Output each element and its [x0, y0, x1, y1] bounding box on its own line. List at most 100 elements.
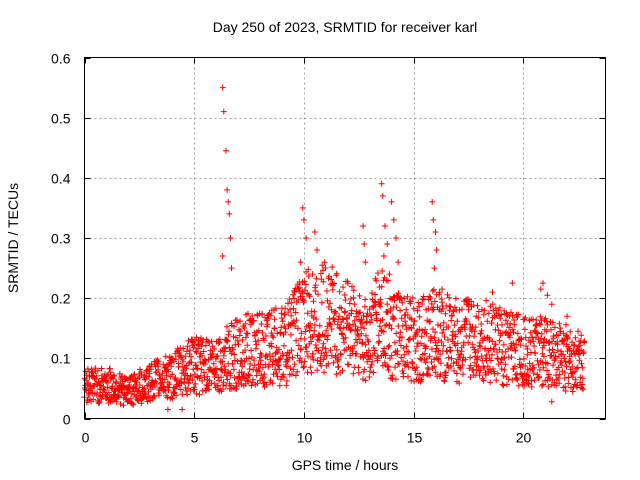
data-point — [288, 312, 295, 319]
data-point — [335, 356, 342, 363]
data-point — [280, 371, 287, 378]
y-tick-label: 0.3 — [51, 231, 71, 247]
data-point — [493, 377, 500, 384]
data-point — [292, 309, 299, 316]
data-point — [463, 318, 470, 324]
data-point — [312, 288, 319, 294]
y-tick-label: 0.4 — [51, 171, 71, 187]
data-point — [575, 351, 582, 358]
data-point — [300, 297, 307, 304]
data-point — [515, 311, 522, 318]
data-point — [208, 380, 215, 387]
data-point — [542, 315, 549, 322]
data-point — [297, 259, 304, 266]
data-point — [444, 362, 451, 368]
data-point — [325, 304, 332, 310]
data-point — [540, 280, 546, 287]
data-point — [393, 235, 399, 241]
data-point — [330, 315, 337, 322]
data-point — [396, 337, 403, 344]
data-point — [244, 330, 251, 337]
data-point — [565, 380, 572, 387]
data-point — [308, 338, 315, 345]
data-point — [525, 372, 532, 379]
data-point — [521, 326, 528, 333]
data-point — [175, 360, 182, 367]
data-point — [429, 198, 436, 205]
data-point — [465, 339, 472, 346]
data-point — [325, 332, 331, 339]
data-point — [268, 343, 275, 350]
data-point — [243, 330, 250, 337]
data-point — [151, 393, 158, 400]
data-point — [385, 344, 392, 350]
data-point — [521, 316, 528, 323]
data-point — [298, 359, 305, 366]
data-point — [400, 358, 406, 365]
data-point — [336, 288, 343, 295]
data-point — [324, 336, 331, 343]
data-point — [358, 330, 365, 337]
data-point — [428, 335, 435, 342]
data-point — [374, 353, 381, 360]
data-point — [459, 306, 465, 313]
data-point — [185, 380, 192, 387]
data-point — [495, 327, 502, 334]
data-point — [273, 370, 280, 376]
data-point — [501, 354, 508, 361]
data-point — [562, 359, 569, 365]
data-point — [501, 366, 508, 373]
data-point — [155, 358, 162, 365]
data-point — [362, 259, 369, 266]
data-point — [353, 350, 360, 357]
data-point — [399, 322, 406, 329]
data-point — [524, 346, 531, 352]
data-point — [193, 349, 200, 356]
data-point — [283, 382, 290, 389]
data-point — [459, 357, 466, 364]
data-point — [576, 357, 583, 364]
data-point — [415, 299, 422, 306]
data-point — [378, 283, 385, 290]
data-point — [579, 375, 586, 382]
data-point — [546, 347, 553, 354]
data-point — [432, 329, 439, 336]
data-point — [245, 378, 252, 385]
data-point — [412, 367, 419, 374]
data-point — [482, 345, 489, 352]
data-point — [130, 401, 137, 408]
data-point — [213, 365, 220, 372]
data-point — [278, 315, 285, 322]
data-point — [302, 287, 309, 294]
data-point — [304, 310, 311, 317]
data-point — [271, 316, 278, 323]
data-point — [280, 374, 287, 381]
data-point — [226, 210, 233, 217]
data-point — [364, 318, 370, 325]
data-point — [494, 355, 501, 362]
data-point — [271, 325, 278, 332]
data-point — [375, 332, 382, 339]
data-point — [256, 368, 263, 375]
data-point — [264, 321, 271, 328]
data-point — [299, 204, 306, 211]
data-point — [398, 354, 405, 361]
data-point — [287, 365, 294, 372]
data-point — [332, 310, 339, 317]
data-point — [456, 307, 463, 314]
data-point — [376, 338, 383, 345]
data-point — [521, 383, 528, 389]
data-point — [298, 330, 305, 337]
data-point — [561, 369, 568, 376]
data-point — [409, 294, 416, 301]
data-point — [470, 302, 477, 309]
data-point — [417, 355, 424, 362]
data-point — [528, 377, 535, 384]
data-point — [190, 344, 197, 351]
data-point — [350, 287, 357, 294]
data-point — [388, 198, 395, 205]
data-point — [287, 331, 294, 338]
data-point — [268, 330, 275, 337]
data-point — [331, 318, 338, 325]
